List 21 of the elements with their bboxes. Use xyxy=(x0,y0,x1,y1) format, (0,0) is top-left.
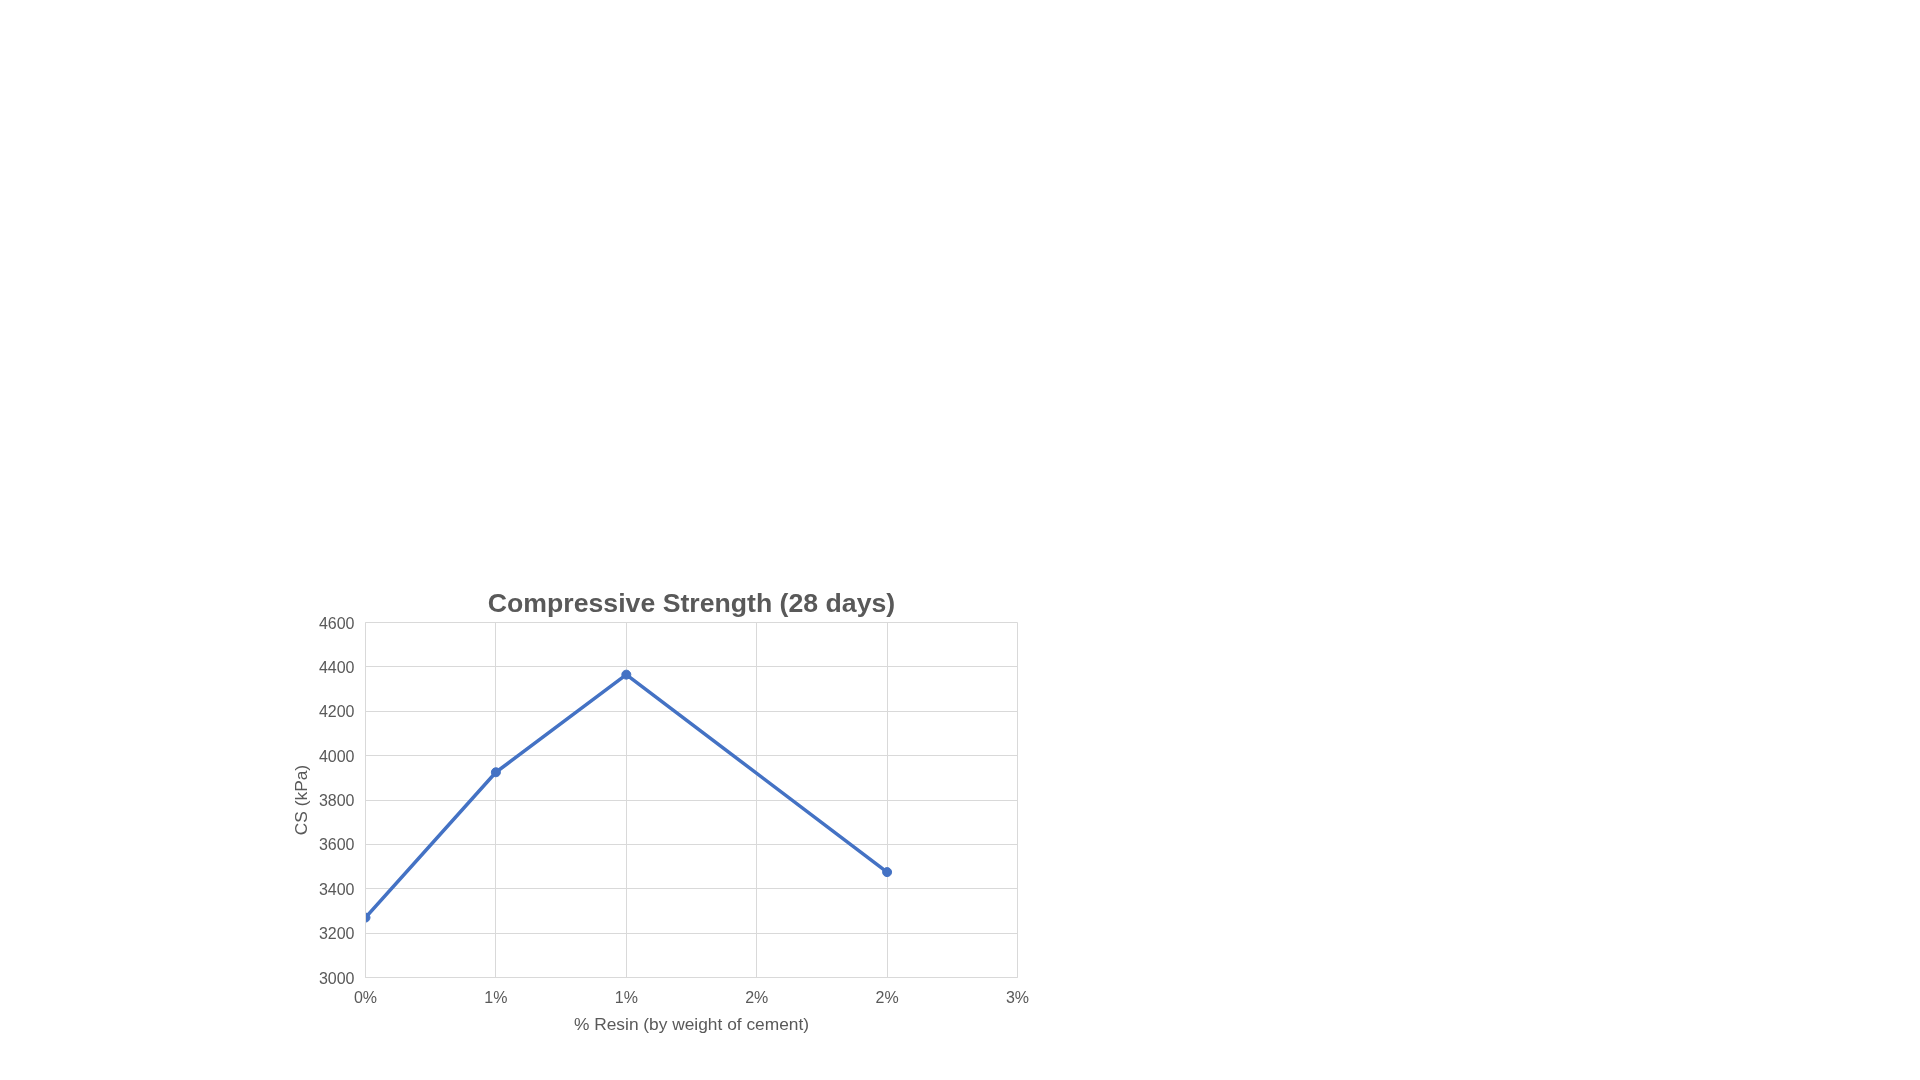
y-tick-label: 3000 xyxy=(318,969,355,987)
point xyxy=(621,669,632,680)
x-axis-title: % Resin (by weight of cement) xyxy=(574,1013,810,1034)
x-tick-label: 3% xyxy=(1005,988,1030,1006)
y-tick-label: 3800 xyxy=(318,792,355,809)
x-tick-label: 1% xyxy=(484,988,508,1006)
x-tick-label: 1% xyxy=(614,988,638,1006)
y-tick-label: 3400 xyxy=(318,880,355,898)
point xyxy=(490,767,501,778)
x-tick-label: 0% xyxy=(353,988,378,1006)
y-tick-label: 4600 xyxy=(318,614,355,632)
y-tick-label: 4400 xyxy=(318,658,355,676)
point xyxy=(882,867,893,878)
y-axis-title: CS (kPa) xyxy=(290,764,311,836)
x-tick-label: 2% xyxy=(875,988,899,1006)
y-tick-label: 3200 xyxy=(318,925,355,943)
chart-title: Compressive Strength (28 days) xyxy=(487,587,896,618)
y-tick-label: 3600 xyxy=(318,836,355,854)
x-tick-label: 2% xyxy=(745,988,769,1006)
y-tick-label: 4000 xyxy=(318,747,355,765)
y-tick-label: 4200 xyxy=(318,703,355,721)
